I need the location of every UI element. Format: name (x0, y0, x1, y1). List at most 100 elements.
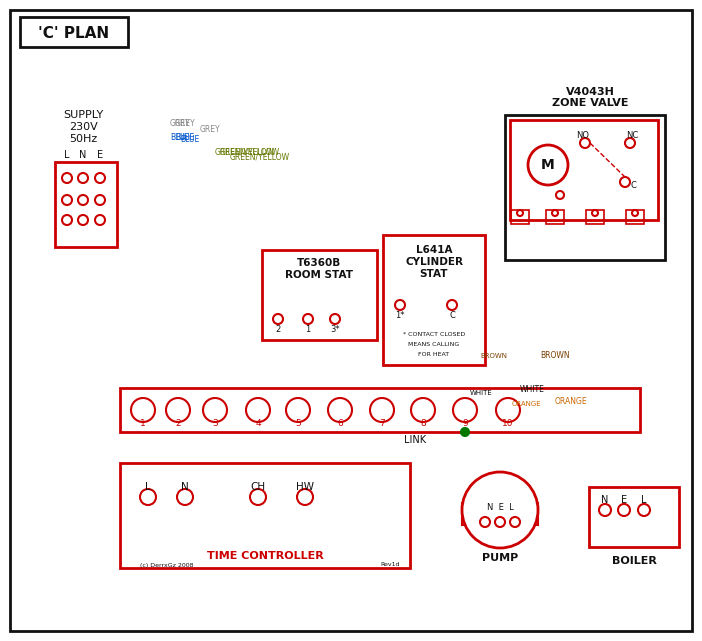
Bar (586, 210, 604, 224)
Text: GREY: GREY (200, 126, 220, 135)
Text: N  E  L: N E L (486, 503, 513, 512)
Text: PUMP: PUMP (482, 553, 518, 563)
Text: WHITE: WHITE (470, 390, 493, 396)
Bar (505, 115, 665, 260)
Bar (120, 463, 410, 568)
Text: STAT: STAT (420, 269, 449, 279)
Circle shape (286, 398, 310, 422)
Circle shape (556, 191, 564, 199)
Circle shape (328, 398, 352, 422)
Text: SUPPLY: SUPPLY (63, 110, 103, 120)
Circle shape (330, 314, 340, 324)
Text: BLUE: BLUE (180, 135, 199, 144)
Text: Rev1d: Rev1d (380, 563, 400, 567)
Text: 6: 6 (337, 419, 343, 428)
Circle shape (62, 215, 72, 225)
Text: 230V: 230V (69, 122, 98, 132)
Text: 'C' PLAN: 'C' PLAN (39, 26, 110, 40)
Text: GREEN/YELLOW: GREEN/YELLOW (220, 147, 280, 156)
Text: N: N (602, 495, 609, 505)
Text: NO: NO (576, 131, 590, 140)
Text: E: E (97, 150, 103, 160)
Text: BROWN: BROWN (480, 353, 507, 359)
Circle shape (95, 195, 105, 205)
Text: MEANS CALLING: MEANS CALLING (409, 342, 460, 347)
Text: ORANGE: ORANGE (555, 397, 588, 406)
Circle shape (370, 398, 394, 422)
Circle shape (495, 517, 505, 527)
Circle shape (78, 173, 88, 183)
Circle shape (62, 195, 72, 205)
Circle shape (303, 314, 313, 324)
Circle shape (480, 517, 490, 527)
Circle shape (78, 215, 88, 225)
Circle shape (95, 173, 105, 183)
Circle shape (95, 215, 105, 225)
Text: BROWN: BROWN (540, 351, 569, 360)
Circle shape (618, 504, 630, 516)
Bar (120, 388, 640, 432)
Text: 2: 2 (275, 324, 281, 333)
Text: 1: 1 (305, 324, 310, 333)
Circle shape (395, 300, 405, 310)
Circle shape (411, 398, 435, 422)
Text: M: M (541, 158, 555, 172)
Text: 2: 2 (176, 419, 181, 428)
Text: 10: 10 (502, 419, 514, 428)
Text: FOR HEAT: FOR HEAT (418, 353, 449, 358)
Circle shape (580, 138, 590, 148)
Circle shape (510, 517, 520, 527)
Text: N: N (79, 150, 86, 160)
Text: 50Hz: 50Hz (69, 134, 97, 144)
Text: BLUE: BLUE (170, 133, 190, 142)
Circle shape (528, 145, 568, 185)
Bar (511, 210, 529, 224)
Circle shape (140, 489, 156, 505)
Text: V4043H: V4043H (566, 87, 614, 97)
Circle shape (447, 300, 457, 310)
Text: LINK: LINK (404, 435, 426, 445)
Text: 3: 3 (212, 419, 218, 428)
Text: 3*: 3* (330, 324, 340, 333)
Bar (522, 503, 538, 525)
Text: 4: 4 (256, 419, 261, 428)
Circle shape (517, 210, 523, 216)
Bar (383, 235, 485, 365)
Circle shape (166, 398, 190, 422)
Circle shape (592, 210, 598, 216)
Text: HW: HW (296, 482, 314, 492)
Text: C: C (449, 312, 455, 320)
Text: BOILER: BOILER (611, 556, 656, 566)
Text: 7: 7 (379, 419, 385, 428)
Circle shape (177, 489, 193, 505)
Text: (c) DerrxGz 2008: (c) DerrxGz 2008 (140, 563, 194, 567)
Text: L: L (65, 150, 69, 160)
Text: 8: 8 (420, 419, 426, 428)
Text: CH: CH (251, 482, 265, 492)
Circle shape (273, 314, 283, 324)
Text: TIME CONTROLLER: TIME CONTROLLER (206, 551, 324, 561)
Bar (462, 503, 478, 525)
Text: C: C (630, 181, 636, 190)
Circle shape (246, 398, 270, 422)
Text: 5: 5 (295, 419, 301, 428)
Circle shape (638, 504, 650, 516)
Bar (510, 120, 658, 220)
Text: N: N (181, 482, 189, 492)
Text: * CONTACT CLOSED: * CONTACT CLOSED (403, 333, 465, 338)
Circle shape (462, 472, 538, 548)
Text: WHITE: WHITE (520, 385, 545, 394)
Text: ORANGE: ORANGE (512, 401, 542, 407)
Text: GREEN/YELLOW: GREEN/YELLOW (230, 153, 290, 162)
Text: L: L (145, 482, 151, 492)
Circle shape (250, 489, 266, 505)
Bar (546, 210, 564, 224)
Circle shape (131, 398, 155, 422)
Text: ZONE VALVE: ZONE VALVE (552, 98, 628, 108)
Text: E: E (621, 495, 627, 505)
Circle shape (62, 173, 72, 183)
Text: BLUE: BLUE (175, 133, 194, 142)
Text: 1*: 1* (395, 312, 405, 320)
Text: NC: NC (626, 131, 638, 140)
Text: 1: 1 (140, 419, 146, 428)
